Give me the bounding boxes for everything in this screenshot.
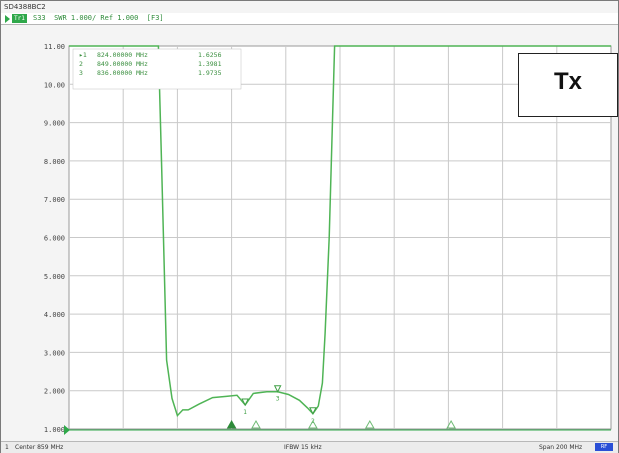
trace-info: S33 SWR 1.000/ Ref 1.000 [F3] xyxy=(33,14,164,22)
marker-position-indicator xyxy=(251,419,261,429)
marker-table-frequency: 824.00000 MHz xyxy=(97,51,148,59)
marker-table-id: 2 xyxy=(79,60,83,68)
marker-1-pointer xyxy=(241,398,249,407)
y-tick-label: 4.000 xyxy=(44,311,65,319)
trace-badge[interactable]: Tr1 xyxy=(12,14,27,23)
marker-table-frequency: 836.00000 MHz xyxy=(97,69,148,77)
window-title: SD4388BC2 xyxy=(4,3,46,11)
y-tick-label: 9.000 xyxy=(44,120,65,128)
marker-1-label: 1 xyxy=(243,409,247,416)
tx-label: Tx xyxy=(553,68,582,95)
status-channel: 1 xyxy=(5,444,9,451)
trace-header: Tr1 S33 SWR 1.000/ Ref 1.000 [F3] xyxy=(1,13,618,25)
marker-2-pointer xyxy=(309,407,317,415)
marker-3-pointer xyxy=(273,385,282,393)
marker-position-indicator xyxy=(364,419,375,429)
marker-position-indicator xyxy=(308,419,318,429)
status-center: Center 859 MHz xyxy=(15,444,64,451)
marker-table-id: 3 xyxy=(79,69,83,77)
marker-3-label: 3 xyxy=(276,396,280,403)
marker-position-indicator xyxy=(226,419,237,429)
reference-level-arrow-icon xyxy=(64,425,70,435)
swr-trace-line xyxy=(69,45,611,418)
status-span: Span 200 MHz xyxy=(539,444,583,451)
y-tick-label: 2.000 xyxy=(44,388,65,396)
tx-overlay-box: Tx xyxy=(518,53,618,117)
y-tick-label: 7.000 xyxy=(44,196,65,204)
marker-table-value: 1.6256 xyxy=(198,51,222,59)
y-tick-label: 8.000 xyxy=(44,158,65,166)
y-tick-label: 6.000 xyxy=(44,235,65,243)
y-tick-label: 1.000 xyxy=(44,426,65,434)
marker-table-box xyxy=(72,48,242,90)
status-badge: RF xyxy=(595,443,613,451)
marker-table-id: ▸1 xyxy=(79,51,87,59)
y-tick-label: 3.000 xyxy=(44,349,65,357)
status-ifbw: IFBW 15 kHz xyxy=(284,444,322,451)
marker-position-indicator xyxy=(446,419,456,429)
marker-table-value: 1.9735 xyxy=(198,69,222,77)
marker-table-value: 1.3981 xyxy=(198,60,222,68)
y-tick-label: 5.000 xyxy=(44,273,65,281)
y-tick-label: 11.00 xyxy=(44,43,65,51)
active-trace-arrow-icon xyxy=(5,15,10,23)
marker-table-frequency: 849.00000 MHz xyxy=(97,60,148,68)
y-tick-label: 10.00 xyxy=(44,81,65,89)
status-bar: 1 Center 859 MHz IFBW 15 kHz Span 200 MH… xyxy=(1,441,618,453)
